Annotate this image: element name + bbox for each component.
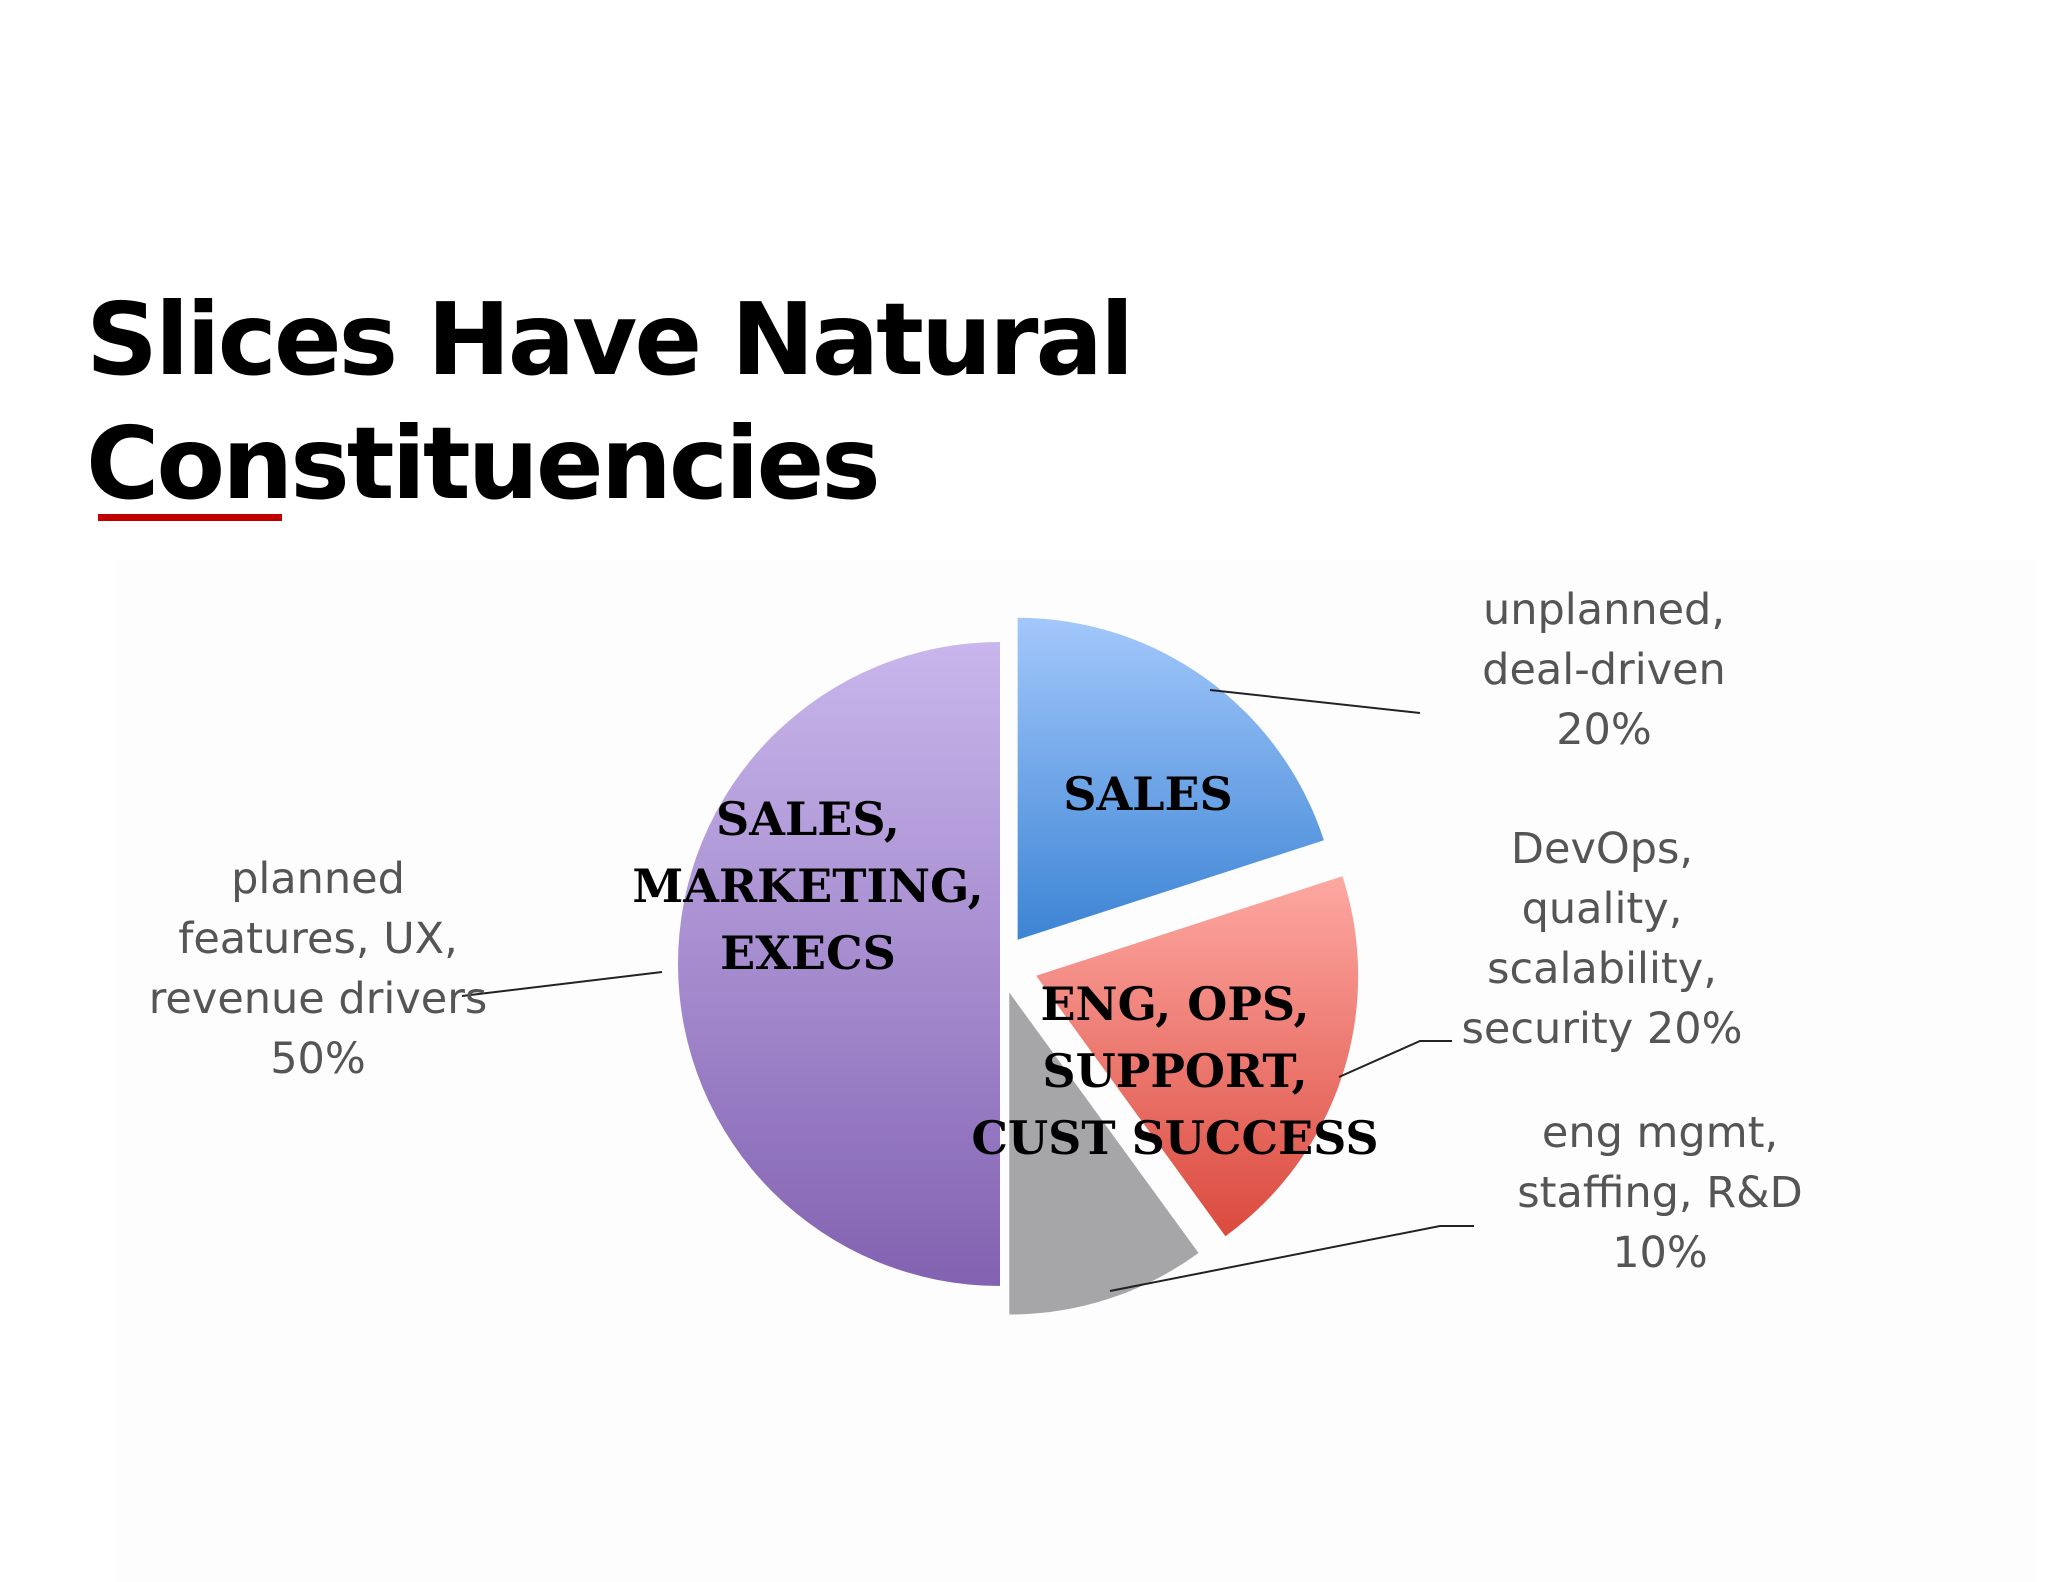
slice-callout-label: security 20% (1462, 1004, 1743, 1054)
slice-callout-label: planned (231, 854, 405, 904)
slice-inner-label: SALES (1063, 767, 1233, 821)
inner-slice-labels: SALES, MARKETING, EXECS SALES ENG, OPS, SUPPO… (632, 767, 1378, 1165)
leader-line (1209, 689, 1421, 714)
slide-title: Slices Have Natural Constituencies (86, 278, 1134, 526)
leader-line (1109, 1225, 1474, 1292)
title-underline (98, 514, 282, 521)
slice-callout-label: quality, (1522, 884, 1683, 934)
slice-inner-label: SALES, (716, 792, 900, 846)
slice-unplanned (1017, 617, 1324, 940)
slide-title-line-1: Slices Have Natural (86, 281, 1134, 398)
leader-line (1338, 1040, 1452, 1078)
callout-labels: planned features, UX, revenue drivers 50% un… (149, 585, 1803, 1278)
slice-devops (1036, 876, 1359, 1237)
slice-inner-label: CUST SUCCESS (971, 1111, 1378, 1165)
slice-inner-label: ENG, OPS, (1040, 977, 1309, 1031)
slice-eng-mgmt (1009, 992, 1199, 1315)
slice-planned (678, 642, 1000, 1286)
leader-lines (461, 689, 1474, 1292)
leader-line (461, 971, 663, 997)
pie-slices (678, 617, 1359, 1315)
slice-inner-label: SUPPORT, (1042, 1044, 1307, 1098)
slice-inner-label: EXECS (720, 926, 896, 980)
slice-callout-label: 10% (1612, 1228, 1708, 1278)
slice-callout-label: eng mgmt, (1542, 1108, 1778, 1158)
slice-callout-label: unplanned, (1483, 585, 1725, 635)
slice-callout-label: 20% (1556, 705, 1652, 755)
slice-callout-label: DevOps, (1511, 824, 1693, 874)
slice-callout-label: scalability, (1487, 944, 1717, 994)
slice-inner-label: MARKETING, (632, 859, 983, 913)
slice-callout-label: staffing, R&D (1517, 1168, 1803, 1218)
slice-callout-label: revenue drivers (149, 974, 488, 1024)
slide-title-line-2: Constituencies (86, 405, 881, 522)
slice-callout-label: 50% (270, 1034, 366, 1084)
slice-callout-label: deal-driven (1482, 645, 1726, 695)
slice-callout-label: features, UX, (178, 914, 458, 964)
